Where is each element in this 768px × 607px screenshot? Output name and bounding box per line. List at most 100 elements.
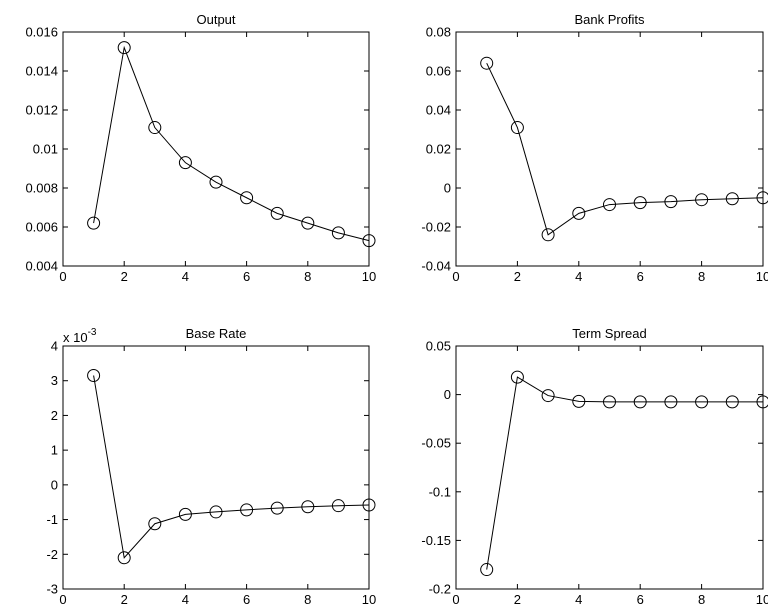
data-point xyxy=(572,394,586,408)
data-point xyxy=(510,370,524,384)
data-point xyxy=(148,121,162,135)
x-tick-label: 0 xyxy=(452,592,459,607)
x-tick-label: 6 xyxy=(637,592,644,607)
x-tick-label: 2 xyxy=(514,269,521,284)
y-tick-label: -3 xyxy=(46,582,58,597)
x-tick-label: 4 xyxy=(575,592,582,607)
y-tick-label: 0.014 xyxy=(25,64,58,79)
plot-frame xyxy=(62,31,370,267)
x-tick-label: 8 xyxy=(698,592,705,607)
chart-panel-bank-profits: Bank Profits 0 2 4 6 8 10 -0.04 -0.02 0 0.02 0.04 0.… xyxy=(421,12,768,284)
data-point xyxy=(209,505,223,519)
x-tick-label: 6 xyxy=(243,269,250,284)
y-tick-label: 0.02 xyxy=(426,142,451,157)
x-tick-label: 0 xyxy=(59,269,66,284)
data-point xyxy=(510,121,524,135)
plot-frame xyxy=(455,345,764,590)
data-point xyxy=(633,196,647,210)
y-tick-label: 4 xyxy=(51,339,58,354)
plot-frame xyxy=(62,345,370,590)
y-exponent-power: -3 xyxy=(88,327,97,338)
data-point xyxy=(331,499,345,513)
data-point xyxy=(178,507,192,521)
data-point xyxy=(362,498,376,512)
y-tick-label: -0.04 xyxy=(421,259,451,274)
data-point xyxy=(117,41,131,55)
y-tick-label: 0.006 xyxy=(25,220,58,235)
y-tick-label: 0.06 xyxy=(426,64,451,79)
y-tick-label: 0.08 xyxy=(426,25,451,40)
data-point xyxy=(756,395,768,409)
data-point xyxy=(480,56,494,70)
y-tick-label: -1 xyxy=(46,512,58,527)
series-line xyxy=(486,62,764,236)
x-tick-label: 10 xyxy=(362,269,376,284)
data-point xyxy=(362,234,376,248)
series-line xyxy=(93,45,370,242)
x-tick-label: 10 xyxy=(756,269,768,284)
data-point xyxy=(209,175,223,189)
data-point xyxy=(633,395,647,409)
y-tick-label: 0.05 xyxy=(426,339,451,354)
data-point xyxy=(572,206,586,220)
data-point xyxy=(148,517,162,531)
x-tick-label: 8 xyxy=(304,269,311,284)
y-tick-label: 0 xyxy=(444,387,451,402)
y-tick-label: 0.012 xyxy=(25,103,58,118)
y-tick-label: -0.05 xyxy=(421,436,451,451)
x-tick-label: 4 xyxy=(575,269,582,284)
data-point xyxy=(756,191,768,205)
x-tick-label: 4 xyxy=(182,592,189,607)
x-tick-label: 0 xyxy=(59,592,66,607)
data-point xyxy=(178,156,192,170)
data-point xyxy=(541,228,555,242)
data-point xyxy=(117,551,131,565)
data-point xyxy=(240,191,254,205)
data-point xyxy=(301,216,315,230)
data-point xyxy=(480,563,494,577)
x-tick-label: 10 xyxy=(756,592,768,607)
y-tick-label: 2 xyxy=(51,408,58,423)
x-tick-label: 2 xyxy=(121,592,128,607)
y-tick-label: -0.15 xyxy=(421,533,451,548)
data-point xyxy=(695,395,709,409)
y-tick-label: 0.01 xyxy=(33,142,58,157)
data-point xyxy=(603,198,616,212)
data-point xyxy=(87,216,101,230)
plot-frame xyxy=(455,31,764,267)
data-point xyxy=(240,503,254,517)
x-tick-label: 4 xyxy=(182,269,189,284)
series-line xyxy=(486,376,763,570)
y-tick-label: 0.016 xyxy=(25,25,58,40)
series-line xyxy=(93,375,370,559)
data-point xyxy=(603,395,616,409)
y-tick-label: -0.1 xyxy=(429,484,451,499)
x-tick-label: 2 xyxy=(514,592,521,607)
data-point xyxy=(664,195,678,209)
chart-title: Output xyxy=(196,12,235,27)
y-tick-label: -0.2 xyxy=(429,582,451,597)
y-tick-label: -2 xyxy=(46,547,58,562)
chart-panel-output: Output 0 2 4 6 8 10 0.004 0.006 0.008 0.01 0.012 0.0… xyxy=(25,12,376,284)
data-point xyxy=(301,500,315,514)
chart-panel-term-spread: Term Spread 0 2 4 6 8 10 -0.2 -0.15 -0.1 -0.05 0 0.0… xyxy=(421,326,768,607)
data-point xyxy=(87,369,101,383)
chart-title: Base Rate xyxy=(186,326,247,341)
y-tick-label: 0.004 xyxy=(25,259,58,274)
y-tick-label: 0.04 xyxy=(426,103,451,118)
y-tick-label: 0 xyxy=(444,181,451,196)
x-tick-label: 2 xyxy=(121,269,128,284)
y-tick-label: -0.02 xyxy=(421,220,451,235)
chart-title: Term Spread xyxy=(572,326,646,341)
y-tick-label: 3 xyxy=(51,373,58,388)
x-tick-label: 10 xyxy=(362,592,376,607)
y-exponent-label: x 10-3 xyxy=(63,327,97,345)
chart-title: Bank Profits xyxy=(574,12,645,27)
x-tick-label: 8 xyxy=(304,592,311,607)
y-tick-label: 1 xyxy=(51,443,58,458)
x-tick-label: 0 xyxy=(452,269,459,284)
y-exponent-base: x 10 xyxy=(63,330,88,345)
data-point xyxy=(270,206,284,220)
